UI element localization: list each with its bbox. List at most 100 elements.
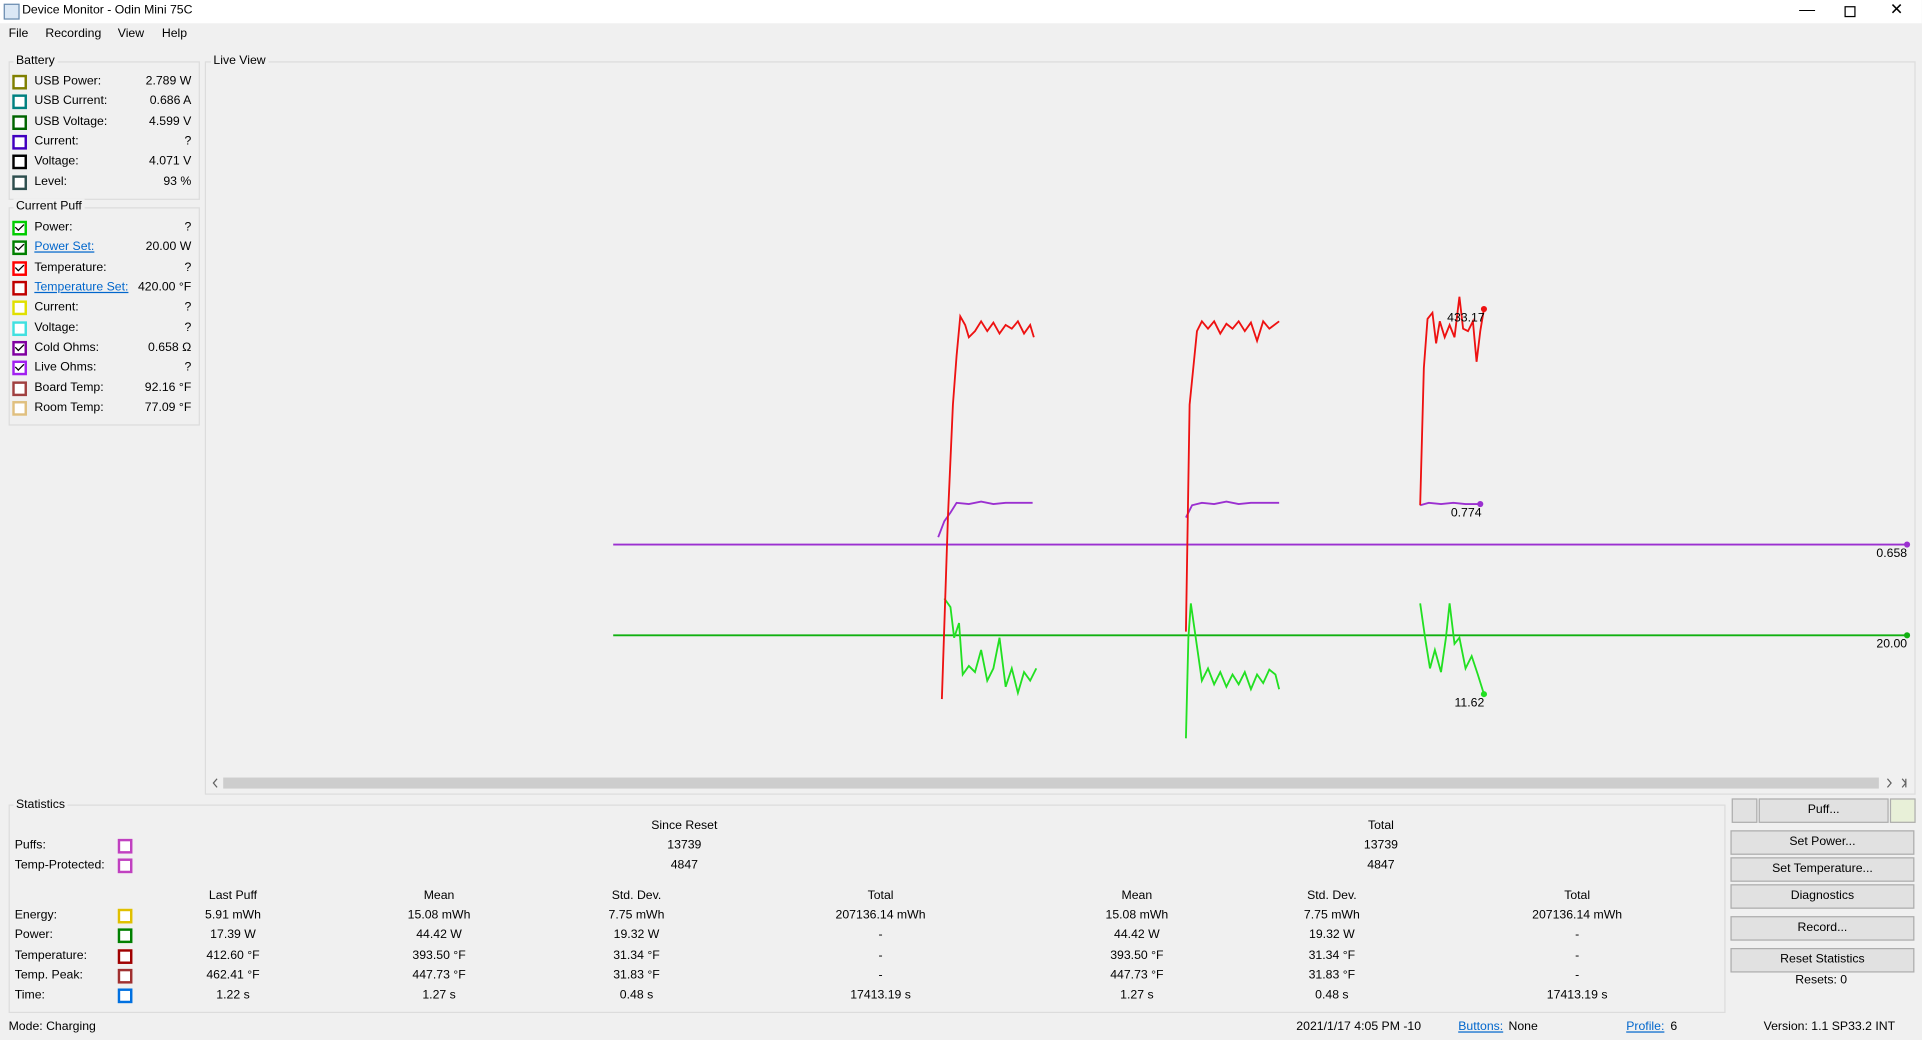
value-label: 20.00 (1876, 637, 1908, 652)
row-value: ? (184, 220, 192, 235)
stat-value: 15.08 mWh (1105, 908, 1169, 923)
checkbox[interactable] (12, 280, 27, 296)
stat-value: 207136.14 mWh (1532, 908, 1623, 923)
row-label: Cold Ohms: (34, 340, 100, 355)
menu-item[interactable]: View (117, 26, 145, 41)
row-label: Board Temp: (34, 381, 104, 395)
checkbox[interactable] (12, 220, 27, 236)
action-button[interactable]: Set Temperature... (1730, 857, 1915, 882)
traces (937, 296, 1485, 739)
checkbox[interactable] (117, 858, 133, 874)
checkbox[interactable] (117, 928, 133, 944)
checkbox[interactable] (12, 261, 27, 276)
row-label[interactable]: Power Set: (34, 240, 95, 254)
row-label: USB Current: (34, 94, 108, 108)
row-label[interactable]: Temperature Set: (34, 280, 129, 295)
checkbox[interactable] (12, 300, 27, 316)
scroll-right[interactable] (1886, 778, 1892, 788)
checkbox[interactable] (12, 401, 27, 416)
action-button[interactable]: Reset Statistics (1730, 948, 1915, 973)
stat-value: - (1575, 968, 1580, 983)
restore-button[interactable] (1844, 6, 1856, 18)
column-header: Mean (1121, 889, 1153, 903)
row-value: ? (184, 134, 192, 149)
row-label: Voltage: (34, 321, 79, 335)
value-label: 0.658 (1876, 546, 1908, 561)
row-value: ? (184, 360, 192, 375)
checkbox[interactable] (12, 381, 27, 397)
action-button[interactable]: Record... (1730, 916, 1915, 941)
checkbox[interactable] (12, 74, 27, 90)
row-label: USB Voltage: (34, 115, 108, 129)
menu-item[interactable]: Recording (45, 26, 102, 41)
profile-link[interactable]: Profile: (1626, 1020, 1665, 1034)
checkbox[interactable] (117, 838, 133, 854)
stat-value: 13739 (1363, 838, 1398, 853)
stat-value: 0.48 s (619, 988, 654, 1003)
stat-value: - (1575, 948, 1580, 963)
stat-value: 17413.19 s (850, 988, 911, 1003)
checkbox[interactable] (117, 948, 133, 964)
puff-button[interactable]: Puff... (1758, 798, 1889, 823)
column-header: Last Puff (208, 889, 258, 903)
checkbox[interactable] (12, 240, 27, 256)
column-header: Total (1564, 889, 1591, 903)
column-header: Std. Dev. (1307, 889, 1357, 903)
profile-value: 6 (1670, 1020, 1678, 1034)
stat-value: - (878, 968, 883, 983)
temperature-trace (940, 313, 1035, 700)
row-label: Level: (34, 175, 68, 189)
checkbox[interactable] (12, 360, 27, 376)
minimize-button[interactable]: — (1799, 0, 1816, 19)
row-value: 93 % (163, 175, 192, 189)
row-label: Current: (34, 134, 79, 149)
checkbox[interactable] (12, 175, 27, 191)
stat-value: 19.32 W (1309, 928, 1355, 943)
column-header: Mean (423, 889, 455, 903)
row-label: Room Temp: (34, 401, 104, 415)
checkbox[interactable] (12, 340, 27, 356)
stat-value: 0.48 s (1315, 988, 1349, 1003)
close-button[interactable]: ✕ (1889, 0, 1904, 19)
resets-label: Resets: 0 (1795, 973, 1848, 988)
stat-label: Temp. Peak: (14, 968, 83, 983)
checkbox[interactable] (12, 115, 27, 130)
live-ohms-trace (1419, 501, 1481, 507)
buttons-link[interactable]: Buttons: (1458, 1020, 1504, 1034)
checkbox[interactable] (12, 134, 27, 150)
action-button[interactable]: Diagnostics (1730, 884, 1915, 909)
checkbox[interactable] (117, 968, 133, 984)
row-label: Power: (34, 220, 73, 235)
power-trace (1185, 603, 1281, 739)
checkbox[interactable] (12, 154, 27, 170)
stat-label: Temperature: (14, 948, 87, 963)
stat-value: - (878, 948, 883, 963)
checkbox[interactable] (117, 988, 133, 1004)
icon-button[interactable] (1731, 798, 1758, 823)
checkbox[interactable] (12, 94, 27, 110)
stat-value: 31.83 °F (1308, 968, 1356, 983)
action-button[interactable]: Set Power... (1730, 830, 1915, 855)
value-label: 0.774 (1450, 506, 1482, 520)
buttons-value: None (1508, 1020, 1538, 1034)
checkbox[interactable] (12, 321, 27, 337)
menu-item[interactable]: Help (161, 26, 188, 41)
check-mark (14, 241, 25, 251)
checkbox[interactable] (117, 908, 133, 924)
stat-label: Temp-Protected: (14, 858, 105, 872)
stat-value: - (878, 928, 883, 943)
trace-end-dot (1480, 691, 1488, 698)
stat-value: 13739 (667, 838, 702, 853)
stat-label: Power: (14, 928, 53, 943)
scroll-end[interactable] (1901, 778, 1907, 788)
stat-value: - (1575, 928, 1580, 943)
scrollbar-thumb[interactable] (223, 777, 1879, 789)
group-title: Current Puff (13, 198, 85, 216)
scroll-left[interactable] (212, 778, 218, 788)
stat-value: 31.34 °F (1308, 948, 1356, 963)
lock-button[interactable] (1889, 798, 1916, 823)
stat-value: 17.39 W (210, 928, 256, 943)
menu-item[interactable]: File (8, 26, 29, 41)
stat-value: 15.08 mWh (407, 908, 471, 923)
